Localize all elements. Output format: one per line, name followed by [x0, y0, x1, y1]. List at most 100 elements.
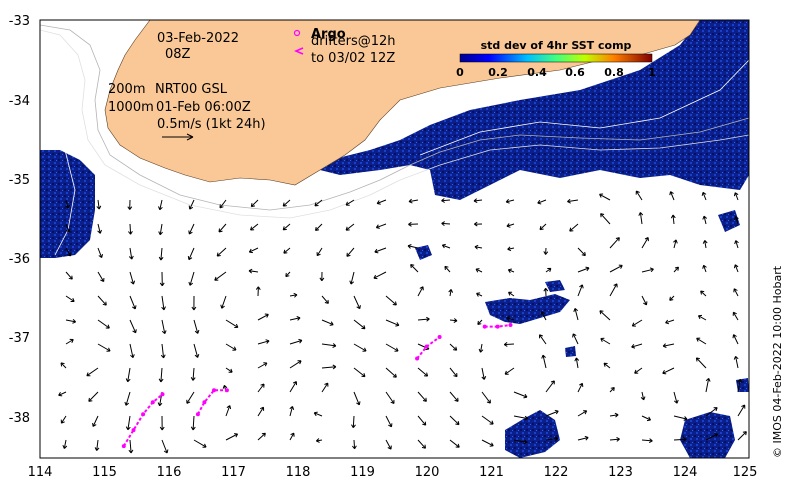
current-vector	[733, 288, 739, 297]
depth-1000-label: 1000m	[108, 100, 154, 115]
current-vector	[321, 364, 337, 370]
x-tick-label: 124	[673, 465, 698, 480]
current-vector	[476, 292, 483, 297]
hour-label: 08Z	[165, 47, 191, 62]
current-vector	[160, 343, 166, 359]
current-vector	[599, 310, 611, 321]
current-vector	[385, 391, 395, 404]
current-vector	[417, 286, 424, 297]
current-vector	[504, 367, 515, 375]
credit-label: © IMOS 04-Feb-2022 10:00 Hobart	[771, 265, 784, 458]
current-vector	[125, 367, 131, 383]
current-vector	[289, 381, 297, 393]
current-vector	[97, 295, 107, 306]
current-vector	[97, 247, 103, 259]
drifter-position	[508, 323, 513, 327]
current-vector	[477, 319, 483, 325]
current-vector	[248, 247, 259, 254]
current-vector	[345, 199, 355, 206]
drifter-position	[495, 324, 500, 329]
current-vector	[373, 271, 387, 280]
current-vector	[417, 391, 427, 402]
current-vector	[701, 191, 707, 201]
current-vector	[574, 357, 580, 369]
current-vector	[257, 432, 266, 441]
date-label: 03-Feb-2022	[157, 31, 239, 46]
current-vector	[193, 439, 207, 448]
current-vector	[316, 247, 323, 257]
current-vector	[408, 221, 419, 227]
current-vector	[321, 382, 329, 393]
drifter-position	[224, 388, 229, 393]
current-vector	[705, 433, 719, 441]
current-vector	[346, 247, 355, 257]
current-vector	[481, 415, 494, 425]
y-tick-label: -38	[9, 411, 30, 426]
current-vector	[734, 240, 739, 249]
current-vector	[225, 319, 239, 328]
source-label: NRT00 GSL	[155, 82, 228, 97]
drifter-position	[202, 400, 207, 405]
current-vector	[631, 343, 643, 349]
current-vector	[481, 391, 491, 404]
colorbar: std dev of 4hr SST comp 0 0.2 0.4 0.6 0.…	[456, 39, 656, 79]
current-vector	[732, 311, 739, 321]
current-vector	[129, 319, 137, 334]
current-vector	[257, 406, 265, 417]
current-vector	[349, 271, 355, 285]
colorbar-title: std dev of 4hr SST comp	[481, 39, 632, 52]
current-vector	[539, 223, 547, 231]
current-vector	[96, 199, 102, 210]
drifters-until-label: to 03/02 12Z	[311, 51, 395, 66]
current-vector	[58, 391, 67, 397]
current-vector	[441, 221, 451, 226]
current-vector	[65, 295, 75, 302]
drifter-position	[424, 344, 429, 349]
current-vector	[545, 267, 552, 273]
sst-patch-small2	[718, 210, 740, 232]
current-vector	[705, 407, 718, 417]
current-vector	[62, 439, 68, 449]
current-vector	[353, 343, 367, 352]
current-vector	[603, 362, 611, 369]
current-vector	[321, 319, 334, 326]
x-tick-label: 120	[415, 465, 440, 480]
current-vector	[539, 334, 547, 345]
current-vector	[609, 264, 623, 273]
y-tick-label: -37	[9, 331, 30, 346]
current-vector	[695, 357, 707, 369]
current-vector	[640, 391, 646, 401]
drifters-label: drifters@12h	[311, 34, 396, 49]
plot-frame	[39, 19, 750, 459]
y-tick-label: -35	[9, 173, 30, 188]
current-vector	[352, 439, 357, 450]
current-vector	[478, 343, 484, 353]
current-vector	[289, 360, 302, 369]
current-vector	[345, 223, 355, 231]
current-vector	[662, 343, 675, 348]
current-vector	[97, 223, 102, 234]
current-vector	[128, 439, 134, 454]
current-vector	[285, 271, 291, 278]
x-tick-label: 118	[286, 465, 311, 480]
current-vector	[289, 316, 301, 321]
current-vector	[219, 199, 227, 209]
current-vector	[577, 382, 584, 393]
current-vector	[161, 439, 169, 454]
current-vector	[505, 198, 515, 204]
x-tick-label: 125	[733, 465, 758, 480]
sst-patch-small1	[415, 245, 432, 260]
current-vector	[673, 415, 688, 421]
current-vector	[513, 415, 529, 421]
drifter-track	[197, 389, 227, 415]
drifter-position	[121, 444, 126, 449]
current-vector	[733, 264, 739, 273]
current-vector	[65, 271, 73, 280]
current-vector	[225, 343, 237, 351]
current-vector	[193, 319, 200, 334]
current-vector	[65, 318, 77, 324]
drifter-position	[195, 412, 200, 417]
current-vector	[385, 319, 400, 327]
current-vector	[638, 212, 644, 225]
